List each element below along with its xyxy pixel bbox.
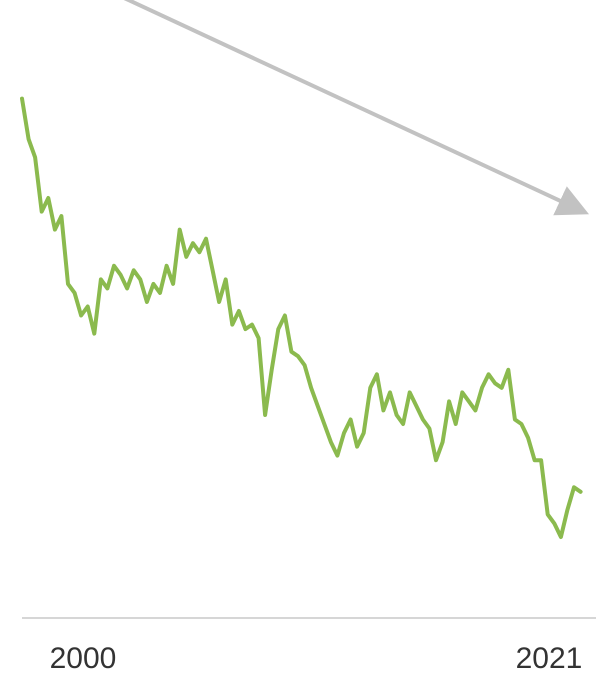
series-line-0 [20, 96, 583, 539]
x-tick-label-2021: 2021 [516, 642, 583, 673]
x-tick-label-2000: 2000 [50, 642, 117, 673]
trend-arrow [123, 0, 590, 216]
